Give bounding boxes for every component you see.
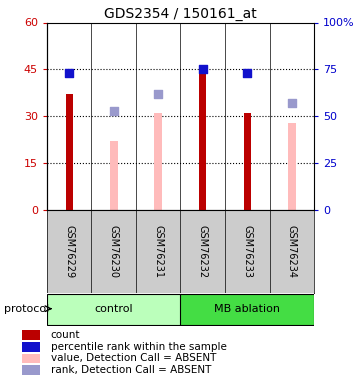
Point	[200, 66, 206, 72]
Text: value, Detection Call = ABSENT: value, Detection Call = ABSENT	[51, 353, 216, 363]
Bar	[22, 330, 40, 340]
Text: protocol: protocol	[4, 304, 49, 314]
Text: GSM76230: GSM76230	[109, 225, 119, 278]
Bar	[22, 365, 40, 375]
Bar	[110, 141, 118, 210]
Text: GSM76231: GSM76231	[153, 225, 163, 278]
Text: count: count	[51, 330, 80, 340]
Bar	[180, 294, 314, 324]
Bar	[199, 66, 206, 210]
Point	[111, 108, 117, 114]
Text: GSM76229: GSM76229	[64, 225, 74, 278]
Bar	[47, 294, 180, 324]
Bar	[288, 123, 296, 210]
Text: percentile rank within the sample: percentile rank within the sample	[51, 342, 226, 352]
Point	[155, 91, 161, 97]
Point	[289, 100, 295, 106]
Text: GSM76233: GSM76233	[242, 225, 252, 278]
Title: GDS2354 / 150161_at: GDS2354 / 150161_at	[104, 8, 257, 21]
Bar	[66, 94, 73, 210]
Point	[244, 70, 250, 76]
Text: rank, Detection Call = ABSENT: rank, Detection Call = ABSENT	[51, 365, 211, 375]
Text: control: control	[95, 304, 133, 314]
Text: MB ablation: MB ablation	[214, 304, 280, 314]
Bar	[244, 113, 251, 210]
Text: GSM76232: GSM76232	[198, 225, 208, 278]
Bar	[22, 354, 40, 363]
Bar	[22, 342, 40, 352]
Bar	[154, 113, 162, 210]
Text: GSM76234: GSM76234	[287, 225, 297, 278]
Point	[66, 70, 72, 76]
